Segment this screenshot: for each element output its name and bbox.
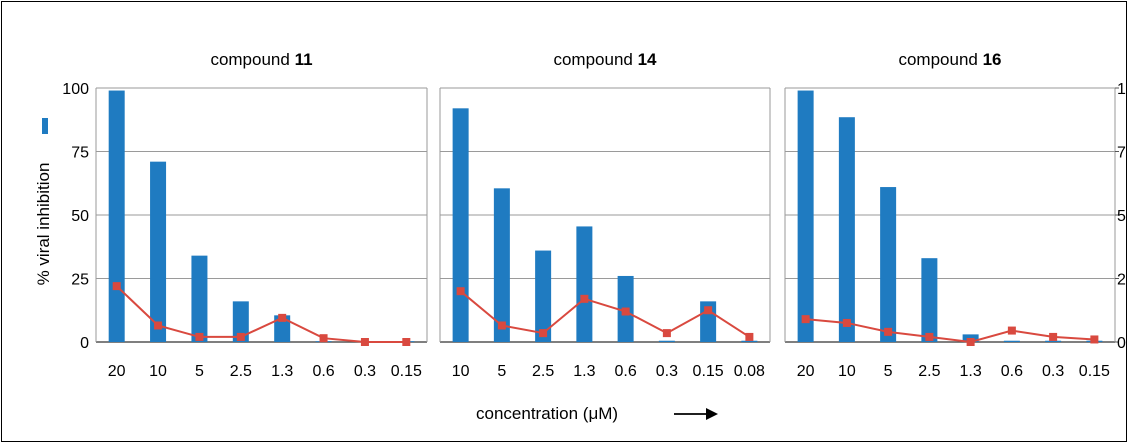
x-tick-label: 0.6 bbox=[312, 363, 334, 380]
x-tick-label: 0.6 bbox=[615, 363, 637, 380]
line-series bbox=[459, 290, 750, 338]
x-axis-title: concentration (μM) bbox=[476, 404, 618, 423]
x-tick-label: 0.15 bbox=[391, 363, 422, 380]
x-tick-label: 5 bbox=[195, 363, 204, 380]
line-marker bbox=[539, 329, 548, 338]
x-axis-title-group: concentration (μM) bbox=[476, 404, 718, 423]
line-marker bbox=[842, 318, 851, 327]
line-series bbox=[805, 318, 1095, 344]
panel-title-compound-number: 14 bbox=[638, 50, 657, 69]
line-marker bbox=[884, 327, 893, 336]
line-marker bbox=[319, 334, 328, 343]
right-y-tick-label: 100 bbox=[1117, 81, 1127, 98]
x-tick-label: 1.3 bbox=[573, 363, 595, 380]
bar bbox=[1003, 340, 1020, 342]
bar bbox=[232, 301, 249, 342]
x-tick-label: 2.5 bbox=[230, 363, 252, 380]
line-series bbox=[115, 285, 407, 343]
right-y-tick-label: 0 bbox=[1117, 335, 1126, 352]
line-marker bbox=[966, 338, 975, 346]
x-tick-label: 20 bbox=[108, 363, 126, 380]
line-marker bbox=[745, 332, 754, 341]
bar bbox=[150, 161, 167, 342]
line-marker bbox=[236, 332, 245, 341]
y-tick-label: 50 bbox=[71, 208, 89, 225]
panel-title-compound-number: 11 bbox=[295, 50, 313, 69]
line-marker bbox=[580, 294, 589, 303]
x-tick-label: 0.15 bbox=[1079, 363, 1110, 380]
bar bbox=[1045, 340, 1062, 342]
x-tick-label: 5 bbox=[884, 363, 893, 380]
bar bbox=[797, 90, 814, 342]
panel-title-prefix: compound bbox=[553, 50, 637, 69]
x-tick-label: 2.5 bbox=[918, 363, 940, 380]
line-marker bbox=[662, 329, 671, 338]
y-axis-title: % viral inhibition bbox=[34, 163, 53, 286]
line-marker bbox=[278, 313, 287, 322]
y-tick-label: 0 bbox=[80, 335, 89, 352]
y-tick-label: 25 bbox=[71, 272, 89, 289]
line-marker bbox=[112, 282, 121, 291]
x-tick-label: 1.3 bbox=[960, 363, 982, 380]
line-marker bbox=[154, 321, 163, 330]
x-tick-label: 1.3 bbox=[271, 363, 293, 380]
x-tick-label: 10 bbox=[838, 363, 856, 380]
line-marker bbox=[704, 306, 713, 315]
x-tick-label: 0.3 bbox=[354, 363, 376, 380]
x-tick-label: 2.5 bbox=[532, 363, 554, 380]
x-tick-label: 10 bbox=[149, 363, 167, 380]
bar bbox=[191, 255, 208, 342]
x-tick-label: 0.6 bbox=[1001, 363, 1023, 380]
line-marker bbox=[801, 315, 810, 324]
panel-title-compound-number: 16 bbox=[983, 50, 1002, 69]
bar bbox=[838, 117, 855, 343]
bar bbox=[274, 315, 291, 342]
bar bbox=[108, 90, 125, 342]
x-axis-arrow-head bbox=[706, 408, 718, 420]
line-marker bbox=[1049, 332, 1058, 341]
chart-panel: compound 14 10 5 2.5 1.3 0.6 0.3 0.15 0.08 bbox=[439, 50, 771, 380]
line-marker bbox=[497, 321, 506, 330]
bar-legend-swatch bbox=[42, 118, 48, 134]
x-tick-label: 0.3 bbox=[656, 363, 678, 380]
x-tick-label: 0.3 bbox=[1042, 363, 1064, 380]
right-y-tick-label: 75 bbox=[1117, 145, 1127, 162]
y-axis-title-group: % viral inhibition bbox=[34, 118, 53, 285]
x-tick-label: 0.08 bbox=[734, 363, 765, 380]
line-marker bbox=[195, 332, 204, 341]
bar bbox=[535, 250, 552, 342]
x-tick-label: 0.15 bbox=[693, 363, 724, 380]
line-marker bbox=[402, 338, 411, 346]
panel-title: compound 11 bbox=[210, 50, 312, 69]
bar bbox=[658, 340, 675, 342]
chart-panel: compound 11 20 10 5 2.5 1.3 0.6 0.3 0.15 0 25 50 75 1… bbox=[62, 50, 428, 380]
x-tick-label: 20 bbox=[797, 363, 815, 380]
line-marker bbox=[456, 287, 465, 296]
y-tick-label: 75 bbox=[71, 145, 89, 162]
panel-title: compound 14 bbox=[553, 50, 657, 69]
x-tick-label: 5 bbox=[497, 363, 506, 380]
bar bbox=[741, 340, 758, 342]
panel-title-prefix: compound bbox=[210, 50, 294, 69]
line-marker bbox=[360, 338, 369, 346]
bar bbox=[880, 187, 897, 342]
bar bbox=[921, 258, 938, 342]
line-marker bbox=[1090, 335, 1099, 344]
right-y-tick-label: 50 bbox=[1117, 208, 1127, 225]
panel-title-prefix: compound bbox=[898, 50, 982, 69]
bar bbox=[576, 226, 593, 342]
x-tick-label: 10 bbox=[452, 363, 470, 380]
panel-title: compound 16 bbox=[898, 50, 1001, 69]
line-marker bbox=[621, 307, 630, 316]
line-marker bbox=[925, 332, 934, 341]
y-tick-label: 100 bbox=[62, 81, 89, 98]
bar bbox=[452, 108, 469, 342]
bar bbox=[493, 188, 510, 342]
right-y-tick-label: 25 bbox=[1117, 272, 1127, 289]
line-marker bbox=[1007, 326, 1016, 335]
chart-panel: compound 16 20 10 5 2.5 1.3 0.6 0.3 0.15 0 25 50 75 1… bbox=[784, 50, 1127, 380]
